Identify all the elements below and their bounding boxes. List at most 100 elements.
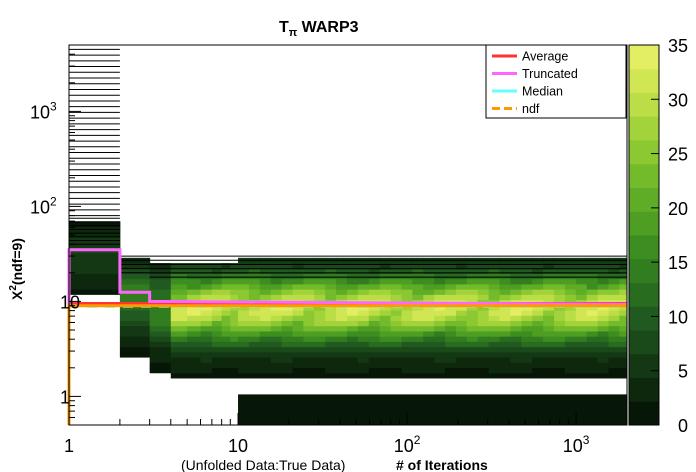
heatmap-cell [434, 304, 446, 311]
heatmap-cell [543, 283, 555, 290]
heatmap-cell [477, 357, 490, 363]
heatmap-cell [336, 263, 348, 269]
heatmap-cell [564, 289, 577, 295]
heatmap-cell [499, 357, 511, 363]
heatmap-cell [521, 310, 533, 316]
heatmap-cell [149, 351, 172, 358]
heatmap-cell [368, 346, 381, 353]
heatmap-cell [368, 351, 381, 358]
heatmap-cell [608, 362, 620, 369]
heatmap-cell [281, 372, 294, 379]
x-tick-label: 10 [228, 436, 248, 456]
heatmap-cell [455, 294, 468, 301]
heatmap-cell [466, 330, 479, 337]
heatmap-cell [292, 310, 304, 316]
heatmap-cell [336, 294, 348, 301]
heatmap-cell [499, 315, 511, 321]
heatmap-cell [564, 315, 577, 321]
heatmap-cell [608, 263, 620, 269]
heatmap-cell [292, 357, 304, 363]
heatmap-cell [586, 315, 599, 321]
heatmap-cell [230, 351, 239, 358]
heatmap-cell [445, 351, 457, 358]
heatmap-cell [230, 341, 239, 348]
heatmap-cell [200, 325, 213, 332]
heatmap-cell [281, 330, 294, 337]
heatmap-cell [412, 315, 424, 321]
heatmap-cell [597, 325, 609, 332]
heatmap-cell [619, 263, 628, 269]
heatmap-cell [488, 294, 501, 301]
heatmap-cell [149, 341, 172, 348]
heatmap-cell [221, 357, 231, 363]
heatmap-cell [488, 310, 501, 316]
heatmap-cell [314, 372, 326, 379]
heatmap-cell [259, 357, 272, 363]
heatmap-cell [325, 310, 337, 316]
heatmap-cell [281, 263, 294, 269]
heatmap-cell [238, 289, 250, 295]
heatmap-cell [281, 325, 294, 332]
heatmap-cell [292, 346, 304, 353]
heatmap-cell [379, 367, 392, 374]
chart-title-suffix: WARP3 [297, 19, 358, 36]
heatmap-cell [238, 394, 627, 425]
colorbar-segment [629, 163, 659, 188]
heatmap-cell [230, 268, 239, 274]
heatmap-cell [303, 351, 315, 358]
heatmap-cell [119, 283, 151, 290]
heatmap-cell [499, 351, 511, 358]
heatmap-cell [543, 330, 555, 337]
heatmap-cell [303, 310, 315, 316]
heatmap-cell [230, 315, 239, 321]
heatmap-cell [336, 362, 348, 369]
heatmap-cell [619, 367, 628, 374]
heatmap-cell [543, 320, 555, 327]
heatmap-cell [521, 315, 533, 321]
heatmap-cell [608, 346, 620, 353]
heatmap-cell [336, 330, 348, 337]
heatmap-cell [170, 346, 188, 353]
heatmap-cell [230, 330, 239, 337]
legend-label: ndf [522, 102, 540, 116]
heatmap-cell [488, 351, 501, 358]
heatmap-cell [434, 278, 446, 285]
heatmap-cell [412, 320, 424, 327]
colorbar-tick-label: 30 [668, 90, 688, 110]
heatmap-cell [259, 283, 272, 290]
colorbar-segment [629, 377, 659, 402]
heatmap-cell [368, 273, 381, 280]
heatmap-cell [521, 367, 533, 374]
heatmap-cell [423, 315, 435, 321]
heatmap-cell [390, 341, 402, 348]
heatmap-cell [211, 341, 223, 348]
heatmap-cell [270, 336, 283, 342]
heatmap-cell [346, 362, 359, 369]
heatmap-cell [149, 289, 172, 295]
heatmap-cell [412, 310, 424, 316]
heatmap-cell [200, 263, 213, 269]
heatmap-cell [119, 263, 151, 269]
heatmap-cell [238, 304, 250, 311]
heatmap-cell [510, 283, 522, 290]
heatmap-cell [521, 278, 533, 285]
heatmap-cell [423, 325, 435, 332]
heatmap-cell [608, 336, 620, 342]
heatmap-cell [325, 325, 337, 332]
heatmap-cell [532, 320, 544, 327]
heatmap-cell [455, 372, 468, 379]
heatmap-cell [238, 351, 250, 358]
heatmap-cell [575, 372, 588, 379]
legend-label: Average [522, 50, 568, 64]
heatmap-cell [423, 357, 435, 363]
heatmap-cell [466, 320, 479, 327]
heatmap-cell [357, 336, 370, 342]
heatmap-cell [346, 304, 359, 311]
heatmap-cell [238, 372, 250, 379]
heatmap-cell [211, 362, 223, 369]
heatmap-cell [292, 341, 304, 348]
heatmap-cell [488, 283, 501, 290]
heatmap-cell [211, 330, 223, 337]
heatmap-cell [368, 294, 381, 301]
heatmap-cell [211, 294, 223, 301]
